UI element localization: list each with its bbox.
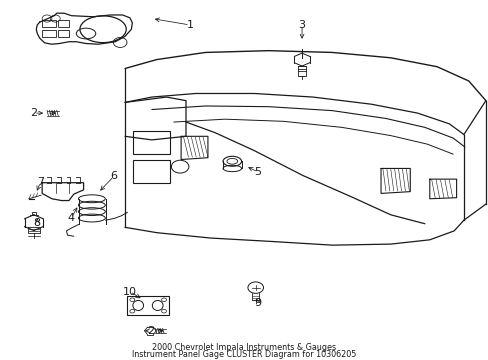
Text: 6: 6 xyxy=(110,171,117,181)
Text: 10: 10 xyxy=(122,287,137,297)
Text: 8: 8 xyxy=(34,218,41,228)
Bar xyxy=(42,30,56,37)
Text: 5: 5 xyxy=(254,167,261,177)
Bar xyxy=(58,19,69,27)
Bar xyxy=(127,296,168,315)
Bar xyxy=(133,131,169,154)
Text: 3: 3 xyxy=(298,20,305,30)
Text: 1: 1 xyxy=(186,20,193,30)
Text: 9: 9 xyxy=(254,298,261,308)
Bar xyxy=(133,159,169,183)
Text: 2000 Chevrolet Impala Instruments & Gauges: 2000 Chevrolet Impala Instruments & Gaug… xyxy=(152,343,336,352)
Text: 2: 2 xyxy=(30,108,38,118)
Text: 2: 2 xyxy=(147,326,154,336)
Bar xyxy=(42,19,56,27)
Text: Instrument Panel Gage CLUSTER Diagram for 10306205: Instrument Panel Gage CLUSTER Diagram fo… xyxy=(132,350,356,359)
Text: 7: 7 xyxy=(37,177,44,187)
Bar xyxy=(58,30,69,37)
Text: 4: 4 xyxy=(68,213,75,223)
